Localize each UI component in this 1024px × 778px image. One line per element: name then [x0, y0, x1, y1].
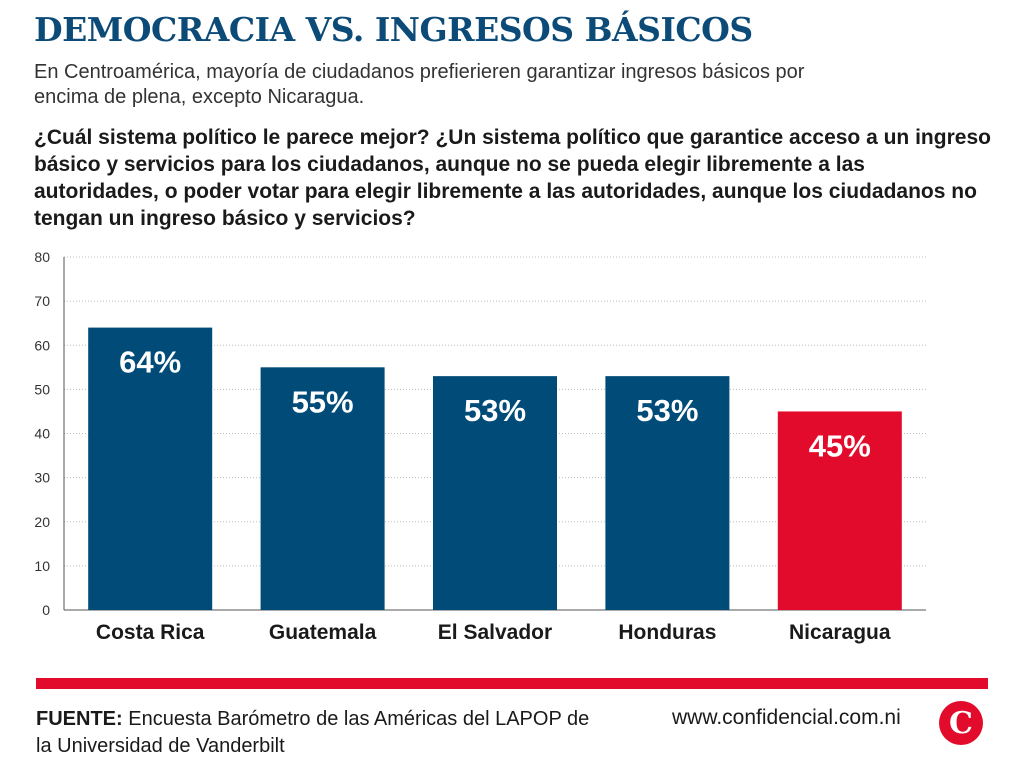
survey-question: ¿Cuál sistema político le parece mejor? …: [34, 126, 991, 230]
footer-divider: [36, 678, 988, 689]
x-tick-label: Nicaragua: [789, 621, 891, 644]
data-labels: 64% 55% 53% 53% 45%: [119, 345, 871, 464]
data-label: 53%: [464, 393, 526, 428]
data-label: 64%: [119, 345, 181, 380]
y-tick-label: 10: [34, 558, 50, 574]
chart-subtitle: En Centroamérica, mayoría de ciudadanos …: [34, 61, 805, 108]
bar: [433, 376, 557, 610]
x-tick-label: Honduras: [618, 621, 716, 644]
confidencial-logo: C: [939, 701, 983, 745]
bar-chart: 0 10 20 30 40 50 60 70 80 64% 55% 53% 53% 45% Costa …: [34, 249, 926, 644]
y-tick-label: 40: [34, 426, 50, 442]
source-note: FUENTE: Encuesta Barómetro de las Améric…: [36, 706, 596, 760]
source-label: FUENTE:: [36, 708, 123, 730]
x-tick-label: Guatemala: [269, 621, 377, 644]
x-tick-label: Costa Rica: [96, 621, 205, 644]
bars: [88, 327, 902, 610]
bar: [605, 376, 730, 610]
data-label: 53%: [636, 393, 698, 428]
x-tick-label: El Salvador: [438, 621, 552, 644]
data-label: 45%: [809, 428, 871, 463]
bar: [88, 327, 213, 610]
source-text: Encuesta Barómetro de las Américas del L…: [36, 708, 590, 757]
logo-letter: C: [949, 706, 973, 741]
y-tick-label: 60: [34, 337, 50, 353]
y-tick-label: 70: [34, 293, 50, 309]
data-label: 55%: [292, 384, 354, 419]
y-axis-ticks: 0 10 20 30 40 50 60 70 80: [34, 249, 50, 618]
y-tick-label: 0: [42, 602, 50, 618]
bar: [777, 411, 902, 610]
y-tick-label: 50: [34, 381, 50, 397]
chart-title: DEMOCRACIA VS. INGRESOS BÁSICOS: [34, 10, 753, 49]
x-axis-ticks: Costa Rica Guatemala El Salvador Honduras Ni…: [96, 621, 891, 644]
y-tick-label: 20: [34, 514, 50, 530]
y-tick-label: 30: [34, 470, 50, 486]
website-link[interactable]: www.confidencial.com.ni: [672, 706, 901, 729]
bar: [260, 367, 385, 610]
y-tick-label: 80: [34, 249, 50, 265]
